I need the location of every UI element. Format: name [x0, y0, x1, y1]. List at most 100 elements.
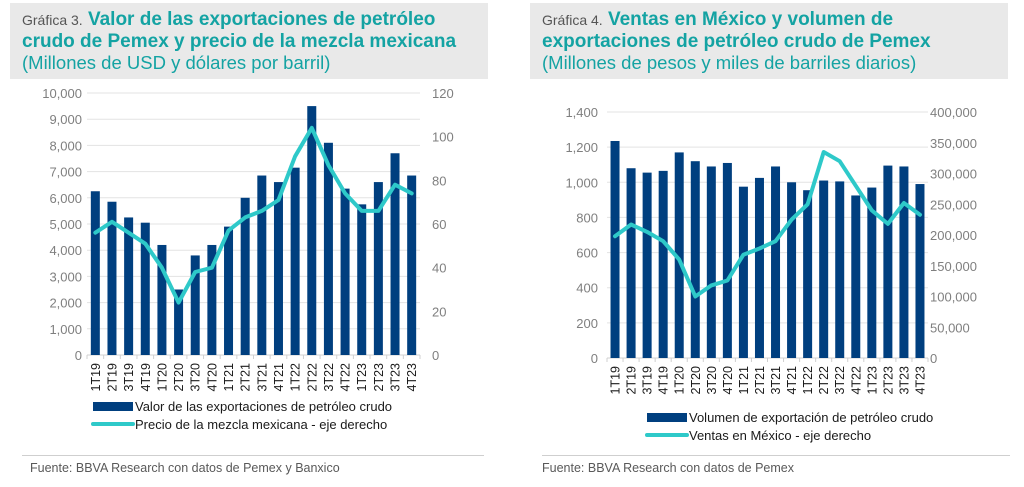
x-tick-label: 4T23	[405, 363, 419, 392]
source-divider	[542, 455, 1010, 456]
legend-bar-swatch	[647, 413, 687, 422]
bar	[190, 255, 200, 355]
x-tick-label: 4T20	[721, 366, 735, 395]
bar	[658, 170, 668, 358]
bar	[107, 201, 117, 355]
x-tick-label: 4T19	[139, 363, 153, 392]
bar	[140, 222, 150, 355]
x-tick-label: 2T20	[172, 363, 186, 392]
x-tick-label: 1T19	[609, 366, 623, 395]
bar	[738, 186, 748, 358]
y-tick-label: 600	[576, 246, 598, 261]
y2-tick-label: 250,000	[930, 197, 977, 212]
y-tick-label: 8,000	[49, 138, 82, 153]
x-tick-label: 2T22	[305, 363, 319, 392]
x-tick-label: 1T20	[155, 363, 169, 392]
y2-tick-label: 0	[432, 348, 439, 363]
x-tick-label: 1T21	[737, 366, 751, 395]
y-tick-label: 0	[75, 348, 82, 363]
bar	[257, 175, 267, 355]
bar	[207, 244, 217, 355]
y2-tick-label: 350,000	[930, 136, 977, 151]
bar	[851, 195, 861, 358]
y-tick-label: 200	[576, 316, 598, 331]
bar	[340, 188, 350, 355]
legend-label: Valor de las exportaciones de petróleo c…	[135, 399, 392, 414]
y-tick-label: 1,000	[49, 322, 82, 337]
y2-tick-label: 20	[432, 304, 446, 319]
bar	[290, 167, 300, 355]
x-tick-label: 3T19	[641, 366, 655, 395]
chart-number: Gráfica 3.	[22, 12, 83, 28]
y-tick-label: 5,000	[49, 217, 82, 232]
y2-tick-label: 80	[432, 173, 446, 188]
y2-tick-label: 400,000	[930, 105, 977, 120]
chart-title-main: Valor de las exportaciones de petróleo c…	[22, 9, 457, 52]
x-tick-label: 3T23	[897, 366, 911, 395]
bar	[373, 182, 383, 355]
y2-tick-label: 100,000	[930, 290, 977, 305]
bar	[240, 197, 250, 355]
bar	[390, 153, 400, 355]
y2-tick-label: 150,000	[930, 259, 977, 274]
chart-title: Gráfica 3. Valor de las exportaciones de…	[22, 9, 492, 73]
x-tick-label: 4T21	[272, 363, 286, 392]
x-tick-label: 3T22	[322, 363, 336, 392]
bar	[407, 175, 417, 355]
x-tick-label: 1T22	[289, 363, 303, 392]
bar	[706, 166, 716, 358]
line-series	[613, 150, 922, 299]
y-tick-label: 10,000	[42, 86, 82, 101]
bar	[323, 142, 333, 355]
line-series	[93, 125, 414, 305]
x-tick-label: 4T23	[913, 366, 927, 395]
x-tick-label: 4T19	[657, 366, 671, 395]
x-tick-label: 1T23	[355, 363, 369, 392]
x-tick-label: 3T23	[389, 363, 403, 392]
y2-tick-label: 50,000	[930, 320, 970, 335]
x-tick-label: 3T21	[255, 363, 269, 392]
y2-tick-label: 120	[432, 86, 454, 101]
y-tick-label: 2,000	[49, 296, 82, 311]
y2-tick-label: 100	[432, 130, 454, 145]
x-tick-label: 2T22	[817, 366, 831, 395]
x-tick-label: 3T19	[122, 363, 136, 392]
y2-tick-label: 0	[930, 351, 937, 366]
x-tick-label: 3T21	[769, 366, 783, 395]
bar	[626, 168, 636, 358]
chart-sales-and-export-volume: 0 200 400 600 800 1,000 1,200 1,400 0 50,000 100,0…	[565, 105, 977, 443]
x-tick-label: 4T20	[205, 363, 219, 392]
bar	[674, 152, 684, 358]
x-tick-label: 4T22	[849, 366, 863, 395]
source-note: Fuente: BBVA Research con datos de Pemex	[542, 461, 794, 475]
y-tick-label: 1,200	[565, 140, 598, 155]
y2-tick-label: 300,000	[930, 167, 977, 182]
x-tick-label: 1T19	[89, 363, 103, 392]
bar	[787, 182, 797, 358]
bar	[803, 190, 813, 358]
chart-title-box: Gráfica 3. Valor de las exportaciones de…	[10, 3, 488, 79]
x-tick-label: 2T23	[881, 366, 895, 395]
bar	[224, 226, 234, 355]
bar	[90, 191, 100, 355]
y-tick-label: 9,000	[49, 112, 82, 127]
y-tick-label: 400	[576, 281, 598, 296]
x-tick-label: 3T22	[833, 366, 847, 395]
bar	[307, 106, 317, 355]
bar	[690, 161, 700, 358]
x-tick-label: 2T21	[753, 366, 767, 395]
x-tick-label: 2T19	[105, 363, 119, 392]
y2-tick-label: 200,000	[930, 228, 977, 243]
y-tick-label: 7,000	[49, 165, 82, 180]
x-tick-label: 1T20	[673, 366, 687, 395]
chart-exports-value-and-price: 0 1,000 2,000 3,000 4,000 5,000 6,000 7,000 8,00…	[42, 86, 454, 432]
bar	[883, 165, 893, 358]
x-tick-label: 2T21	[239, 363, 253, 392]
legend-label: Precio de la mezcla mexicana - eje derec…	[135, 417, 387, 432]
y-tick-label: 800	[576, 210, 598, 225]
y-tick-label: 1,400	[565, 105, 598, 120]
y-tick-label: 4,000	[49, 243, 82, 258]
bar	[915, 184, 925, 358]
chart-title-box: Gráfica 4. Ventas en México y volumen de…	[530, 3, 1008, 79]
chart-title: Gráfica 4. Ventas en México y volumen de…	[542, 9, 1012, 73]
